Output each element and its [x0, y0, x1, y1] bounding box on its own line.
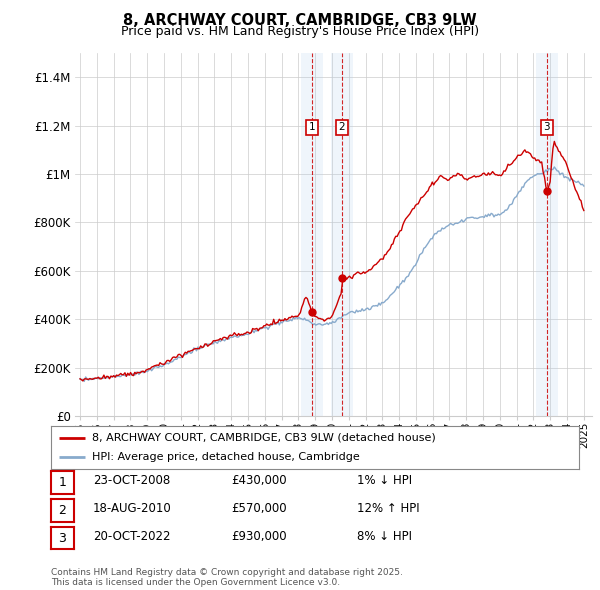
Text: Contains HM Land Registry data © Crown copyright and database right 2025.
This d: Contains HM Land Registry data © Crown c…	[51, 568, 403, 587]
Text: 23-OCT-2008: 23-OCT-2008	[93, 474, 170, 487]
Text: 3: 3	[58, 532, 67, 545]
Bar	[536, 53, 558, 416]
Bar	[331, 53, 353, 416]
Text: 8, ARCHWAY COURT, CAMBRIDGE, CB3 9LW: 8, ARCHWAY COURT, CAMBRIDGE, CB3 9LW	[123, 13, 477, 28]
Text: 2: 2	[338, 123, 346, 133]
Bar	[301, 53, 323, 416]
Text: 2: 2	[58, 504, 67, 517]
Text: 1% ↓ HPI: 1% ↓ HPI	[357, 474, 412, 487]
Text: £930,000: £930,000	[231, 530, 287, 543]
Text: £570,000: £570,000	[231, 502, 287, 515]
Text: 8, ARCHWAY COURT, CAMBRIDGE, CB3 9LW (detached house): 8, ARCHWAY COURT, CAMBRIDGE, CB3 9LW (de…	[92, 432, 436, 442]
Text: 3: 3	[544, 123, 550, 133]
Text: 8% ↓ HPI: 8% ↓ HPI	[357, 530, 412, 543]
Text: 1: 1	[308, 123, 315, 133]
Text: 12% ↑ HPI: 12% ↑ HPI	[357, 502, 419, 515]
Text: Price paid vs. HM Land Registry's House Price Index (HPI): Price paid vs. HM Land Registry's House …	[121, 25, 479, 38]
Text: HPI: Average price, detached house, Cambridge: HPI: Average price, detached house, Camb…	[92, 453, 360, 463]
Text: 1: 1	[58, 476, 67, 489]
Text: £430,000: £430,000	[231, 474, 287, 487]
Text: 18-AUG-2010: 18-AUG-2010	[93, 502, 172, 515]
Text: 20-OCT-2022: 20-OCT-2022	[93, 530, 170, 543]
